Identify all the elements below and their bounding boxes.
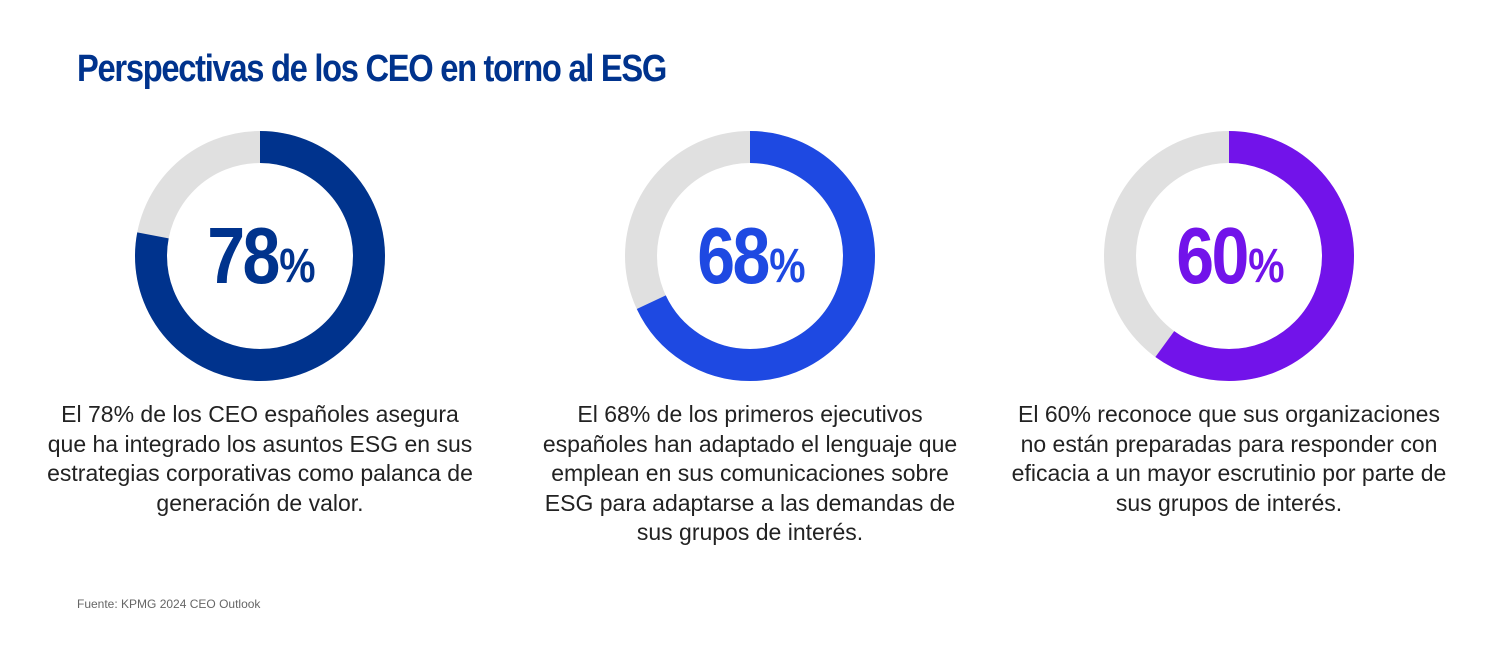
stat-card-2: 68% El 68% de los primeros ejecutivos es…: [530, 130, 970, 560]
source-note: Fuente: KPMG 2024 CEO Outlook: [77, 597, 261, 611]
donut-center-label: 78%: [134, 130, 386, 382]
percentage-value: 60: [1176, 211, 1249, 300]
donut-center-label: 68%: [624, 130, 876, 382]
donut-svg-3: [1104, 131, 1354, 381]
stat-description: El 68% de los primeros ejecutivos españo…: [542, 401, 958, 545]
donut-chart-2: 68%: [624, 130, 876, 382]
stat-card-3: 60% El 60% reconoce que sus organizacion…: [1009, 130, 1449, 560]
percentage-value: 68: [697, 211, 770, 300]
percentage-sign: %: [769, 239, 806, 293]
donut-svg-1: [135, 131, 385, 381]
percentage-sign: %: [1248, 239, 1285, 293]
donut-chart-3: 60%: [1103, 130, 1355, 382]
donut-chart-1: 78%: [134, 130, 386, 382]
percentage-value: 78: [207, 211, 280, 300]
donut-value-arc: [1104, 131, 1354, 381]
stat-card-1: 78% El 78% de los CEO españoles asegura …: [40, 130, 480, 560]
stat-description: El 78% de los CEO españoles asegura que …: [47, 401, 473, 516]
donut-center-label: 60%: [1103, 130, 1355, 382]
donut-value-arc: [135, 131, 385, 381]
page-title: Perspectivas de los CEO en torno al ESG: [77, 48, 667, 90]
percentage-sign: %: [279, 239, 316, 293]
donut-svg-2: [625, 131, 875, 381]
stat-description: El 60% reconoce que sus organizaciones n…: [1011, 401, 1447, 516]
donut-value-arc: [625, 131, 875, 381]
